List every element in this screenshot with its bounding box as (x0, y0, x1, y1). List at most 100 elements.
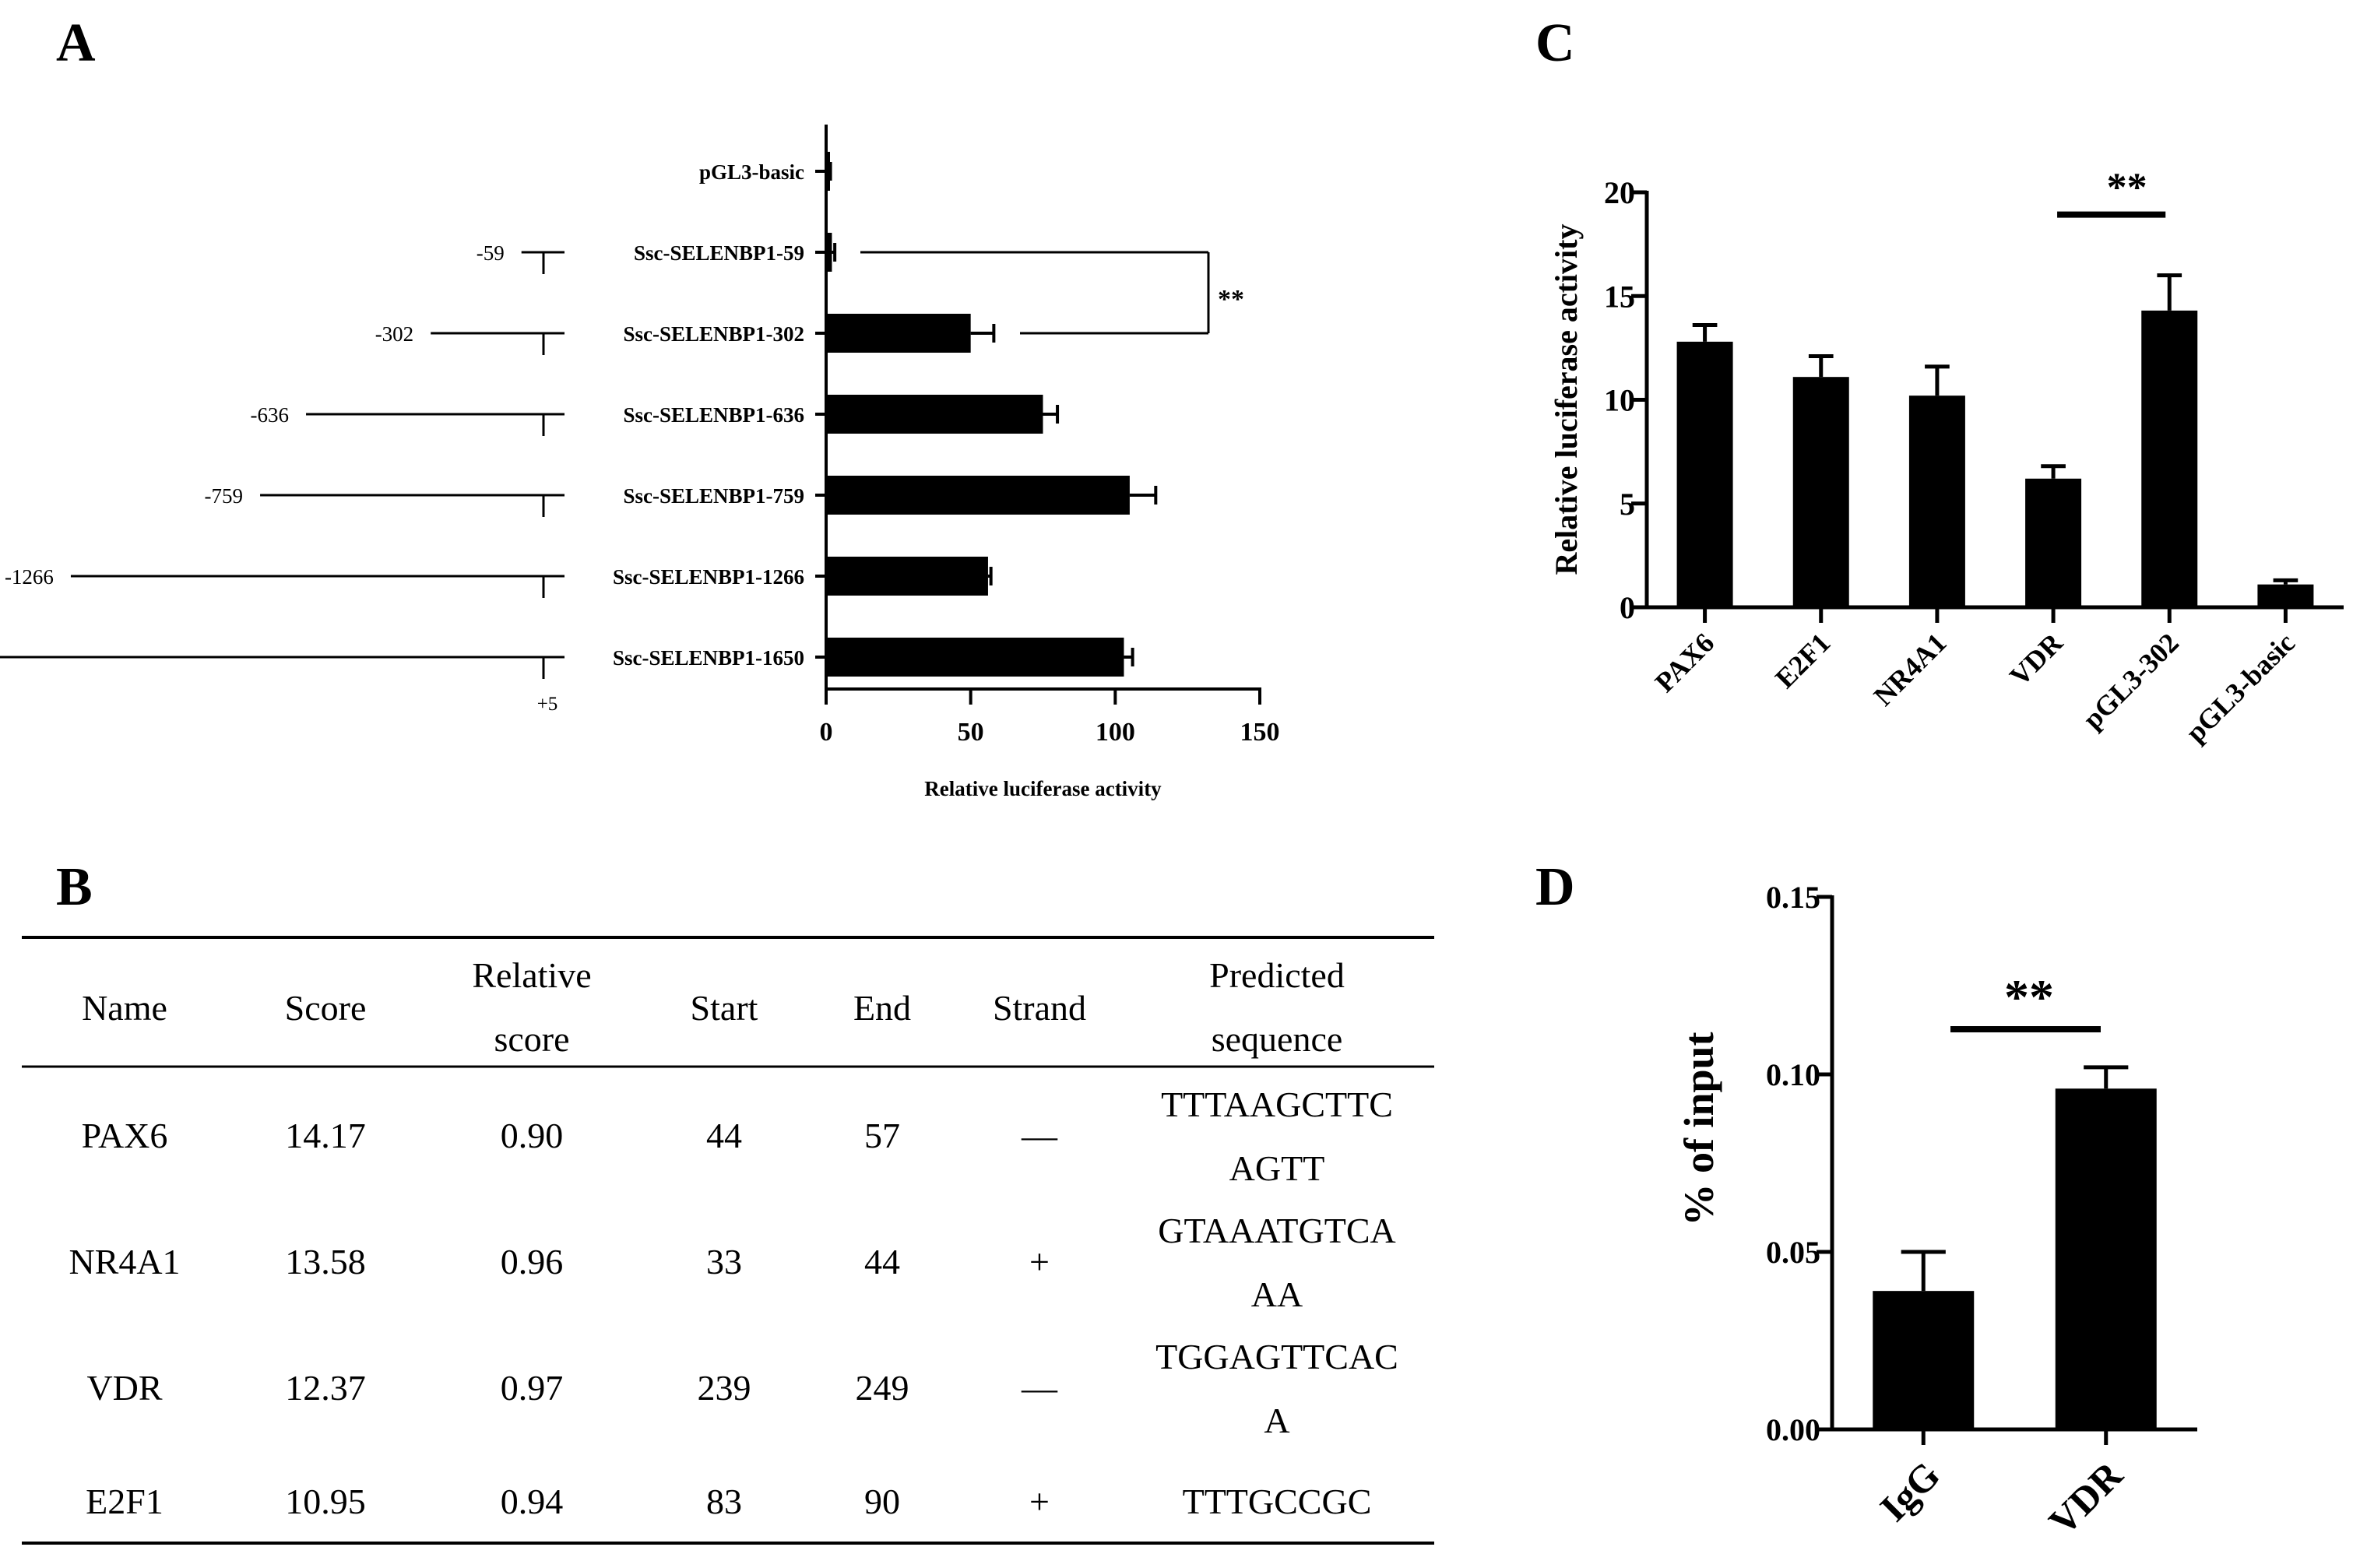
a-bar (826, 233, 832, 272)
a-bar (826, 557, 988, 596)
panel-letter-c: C (1535, 13, 1575, 73)
c-y-tick-label: 15 (1604, 279, 1635, 314)
a-promoter-start-label: -59 (477, 241, 505, 265)
c-category-label: E2F1 (1769, 627, 1836, 694)
a-bar (826, 314, 971, 353)
b-header-cell: Relative (472, 955, 591, 995)
d-y-tick-label: 0.10 (1766, 1057, 1820, 1092)
d-category-label: IgG (1871, 1453, 1948, 1530)
d-significance-label: ** (2004, 969, 2054, 1025)
a-bar (826, 638, 1124, 677)
c-category-label: pGL3-basic (2179, 627, 2301, 748)
c-y-axis-title: Relative luciferase activity (1549, 224, 1584, 575)
c-y-tick-label: 10 (1604, 383, 1635, 418)
b-header-cell: Name (82, 988, 167, 1028)
b-table-cell: + (1029, 1482, 1050, 1521)
a-x-axis-title: Relative luciferase activity (924, 777, 1162, 800)
c-y-tick-label: 0 (1620, 590, 1635, 625)
a-promoter-start-label: -302 (375, 322, 414, 346)
b-sequence-cell: TGGAGTTCAC (1155, 1337, 1398, 1376)
d-category-label: VDR (2040, 1453, 2131, 1544)
panel-c-chart: 0 5 10 15 20 PAX6 E2F1 NR4A1 VDR pGL3-302pGL3-bas… (1549, 166, 2344, 748)
c-bar (1792, 377, 1849, 607)
a-category-label: Ssc-SELENBP1-302 (623, 322, 804, 346)
a-promoter-start-label: -636 (251, 403, 290, 427)
b-sequence-cell: AA (1251, 1274, 1303, 1314)
b-table-cell: 10.95 (285, 1482, 366, 1521)
b-table-cell: 44 (706, 1116, 742, 1155)
a-category-label: Ssc-SELENBP1-636 (623, 403, 804, 427)
a-category-label: Ssc-SELENBP1-1650 (613, 646, 804, 670)
b-table-cell: E2F1 (86, 1482, 164, 1521)
b-sequence-cell: TTTGCCGC (1183, 1482, 1372, 1521)
b-header-cell: Strand (993, 988, 1086, 1028)
b-table-cell: 33 (706, 1242, 742, 1281)
b-sequence-cell: AGTT (1229, 1148, 1325, 1188)
b-table-cell: 0.90 (501, 1116, 564, 1155)
b-table-cell: 83 (706, 1482, 742, 1521)
b-table-cell: 57 (864, 1116, 900, 1155)
c-bar (2257, 584, 2314, 607)
b-table-cell: — (1021, 1368, 1058, 1408)
c-category-label: pGL3-302 (2077, 627, 2185, 735)
b-sequence-cell: TTTAAGCTTC (1161, 1085, 1393, 1124)
a-category-label: Ssc-SELENBP1-1266 (613, 565, 804, 589)
b-header-cell: End (853, 988, 911, 1028)
a-promoter-start-label: -1266 (5, 565, 54, 589)
d-y-tick-label: 0.15 (1766, 880, 1820, 915)
b-table-cell: 0.96 (501, 1242, 564, 1281)
c-significance-label: ** (2107, 166, 2147, 210)
a-bar (826, 152, 830, 191)
c-bar (1908, 396, 1965, 607)
b-table-cell: VDR (86, 1368, 162, 1408)
c-category-label: VDR (2003, 627, 2069, 692)
a-category-label: pGL3-basic (699, 160, 804, 184)
panel-letter-b: B (56, 857, 93, 917)
a-significance-label: ** (1218, 285, 1244, 314)
a-x-tick-label: 0 (820, 718, 833, 747)
c-category-label: NR4A1 (1868, 627, 1953, 712)
c-category-label: PAX6 (1649, 627, 1720, 698)
a-promoter-start-label: -759 (205, 484, 244, 508)
b-table-cell: — (1021, 1116, 1058, 1155)
panel-d-chart: 0.00 0.05 0.10 0.15 IgG VDR % of input ** (1676, 880, 2197, 1543)
b-table-cell: 239 (698, 1368, 751, 1408)
b-header-cell: sequence (1212, 1019, 1343, 1059)
b-table-cell: 14.17 (285, 1116, 366, 1155)
d-y-tick-label: 0.00 (1766, 1412, 1820, 1447)
c-bar (2141, 310, 2198, 607)
b-table-cell: 0.97 (501, 1368, 564, 1408)
b-table-cell: 90 (864, 1482, 900, 1521)
b-header-cell: score (494, 1019, 569, 1059)
c-bar (2025, 478, 2082, 607)
d-y-tick-label: 0.05 (1766, 1235, 1820, 1270)
b-header-cell: Start (691, 988, 758, 1028)
d-y-axis-title: % of input (1676, 1032, 1722, 1225)
b-sequence-cell: GTAAATGTCA (1158, 1211, 1396, 1250)
b-sequence-cell: A (1264, 1401, 1289, 1440)
d-bar (2055, 1088, 2157, 1429)
panel-b-table: Name Score Relative score Start End Strand Pred… (22, 936, 1434, 1545)
panel-letter-a: A (56, 13, 96, 73)
c-y-tick-label: 20 (1604, 175, 1635, 210)
a-bar (826, 476, 1130, 515)
c-y-tick-label: 5 (1620, 487, 1635, 522)
a-category-label: Ssc-SELENBP1-759 (623, 484, 804, 508)
b-header-cell: Predicted (1209, 955, 1345, 995)
a-x-tick-label: 100 (1096, 718, 1135, 747)
b-table-cell: 13.58 (285, 1242, 366, 1281)
d-bar (1873, 1291, 1975, 1429)
b-table-cell: 12.37 (285, 1368, 366, 1408)
a-x-tick-label: 50 (958, 718, 984, 747)
a-x-tick-label: 150 (1240, 718, 1280, 747)
b-table-cell: PAX6 (82, 1116, 168, 1155)
a-category-label: Ssc-SELENBP1-59 (634, 241, 804, 265)
b-table-cell: + (1029, 1242, 1050, 1281)
panel-a-chart: 0 50 100 150 Relative luciferase activity pGL… (0, 125, 1280, 800)
b-table-cell: 249 (856, 1368, 909, 1408)
b-header-cell: Score (285, 988, 367, 1028)
b-table-cell: 44 (864, 1242, 900, 1281)
a-bar (826, 395, 1043, 434)
a-tss-label: +5 (537, 694, 558, 715)
